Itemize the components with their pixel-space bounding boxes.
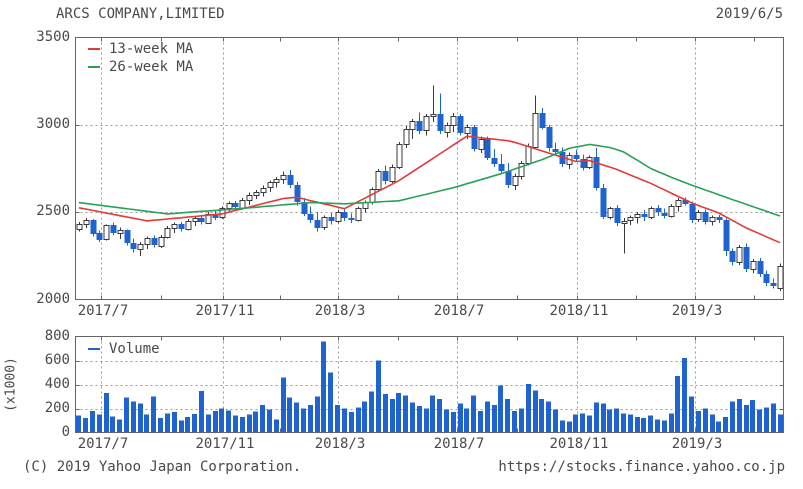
ma13-line-swatch [88, 48, 100, 50]
volume-y-tick-label: 800 [44, 328, 70, 344]
source-url-text: https://stocks.finance.yahoo.co.jp [498, 459, 785, 475]
volume-x-tick-label: 2018/11 [549, 436, 609, 452]
price-y-tick-label: 3000 [36, 116, 70, 132]
volume-x-tick-label: 2018/7 [433, 436, 485, 452]
stock-title: ARCS COMPANY,LIMITED [56, 6, 225, 22]
price-legend: 13-week MA 26-week MA [88, 40, 193, 76]
price-x-tick-label: 2018/3 [314, 303, 366, 319]
price-x-tick-label: 2018/11 [549, 303, 609, 319]
volume-x-tick-label: 2018/3 [314, 436, 366, 452]
price-y-tick-label: 2500 [36, 203, 70, 219]
volume-y-tick-label: 400 [44, 376, 70, 392]
volume-y-tick-label: 0 [61, 424, 70, 440]
legend-item-ma26: 26-week MA [88, 58, 193, 76]
volume-y-tick-label: 600 [44, 352, 70, 368]
legend-item-ma13: 13-week MA [88, 40, 193, 58]
chart-date-label: 2019/6/5 [715, 6, 783, 22]
volume-legend: Volume [88, 340, 160, 358]
copyright-text: (C) 2019 Yahoo Japan Corporation. [23, 459, 302, 475]
price-x-tick-label: 2017/11 [195, 303, 255, 319]
volume-x-tick-label: 2019/3 [671, 436, 723, 452]
legend-item-volume: Volume [88, 340, 160, 358]
price-x-tick-label: 2019/3 [671, 303, 723, 319]
price-x-tick-label: 2018/7 [433, 303, 485, 319]
volume-x-tick-label: 2017/11 [195, 436, 255, 452]
ma26-legend-label: 26-week MA [109, 59, 194, 75]
price-y-tick-label: 3500 [36, 29, 70, 45]
volume-legend-label: Volume [109, 341, 160, 357]
price-y-tick-label: 2000 [36, 291, 70, 307]
volume-bar-swatch [88, 348, 100, 350]
ma13-legend-label: 13-week MA [109, 41, 194, 57]
ma26-line-swatch [88, 66, 100, 68]
price-x-tick-label: 2017/7 [77, 303, 129, 319]
volume-y-tick-label: 200 [44, 400, 70, 416]
volume-x-tick-label: 2017/7 [77, 436, 129, 452]
